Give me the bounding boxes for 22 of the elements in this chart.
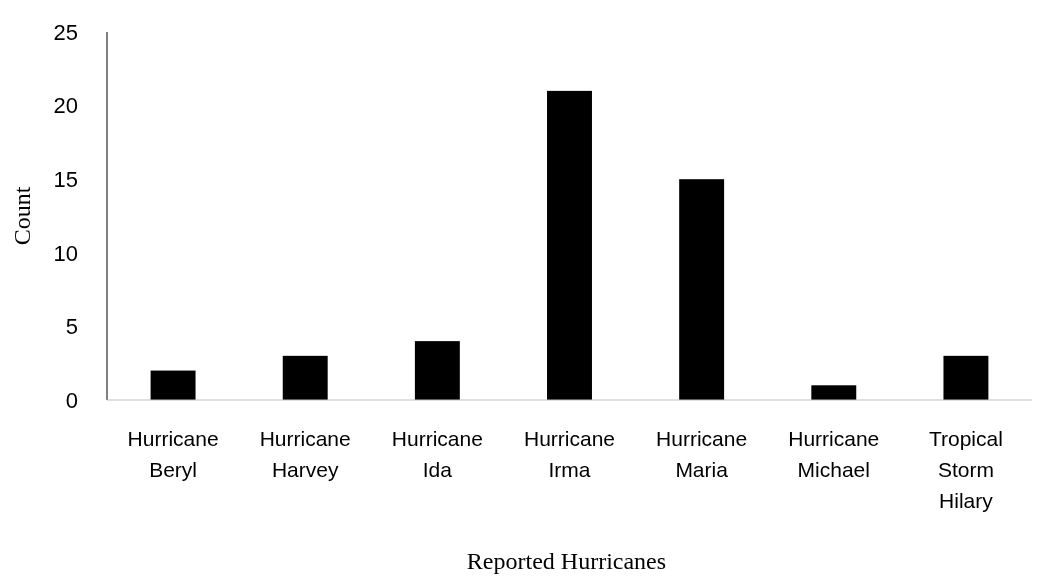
y-tick-label: 10 <box>53 240 78 266</box>
bar <box>679 179 725 400</box>
y-tick-label: 20 <box>53 93 78 119</box>
x-tick-label: Hurricane Ida <box>391 427 483 481</box>
bar <box>282 355 328 400</box>
bar <box>943 355 989 400</box>
x-axis-title: Reported Hurricanes <box>466 548 667 574</box>
x-tick-label: Hurricane Michael <box>788 427 880 481</box>
x-tick-label: Hurricane Maria <box>656 427 748 481</box>
bar <box>150 370 196 400</box>
bar <box>547 90 592 400</box>
y-tick-label: 15 <box>53 166 78 192</box>
x-tick-label: Tropical Storm Hilary <box>928 427 1003 512</box>
y-axis-title: Count <box>9 186 35 246</box>
x-tick-label: Hurricane Irma <box>523 427 616 481</box>
bar <box>811 385 857 400</box>
y-tick-label: 0 <box>65 387 78 413</box>
y-tick-label: 5 <box>65 314 78 340</box>
x-tick-label: Hurricane Harvey <box>259 427 351 481</box>
bar <box>414 341 460 400</box>
y-tick-label: 25 <box>53 19 78 45</box>
x-tick-label: Hurricane Beryl <box>127 427 219 481</box>
